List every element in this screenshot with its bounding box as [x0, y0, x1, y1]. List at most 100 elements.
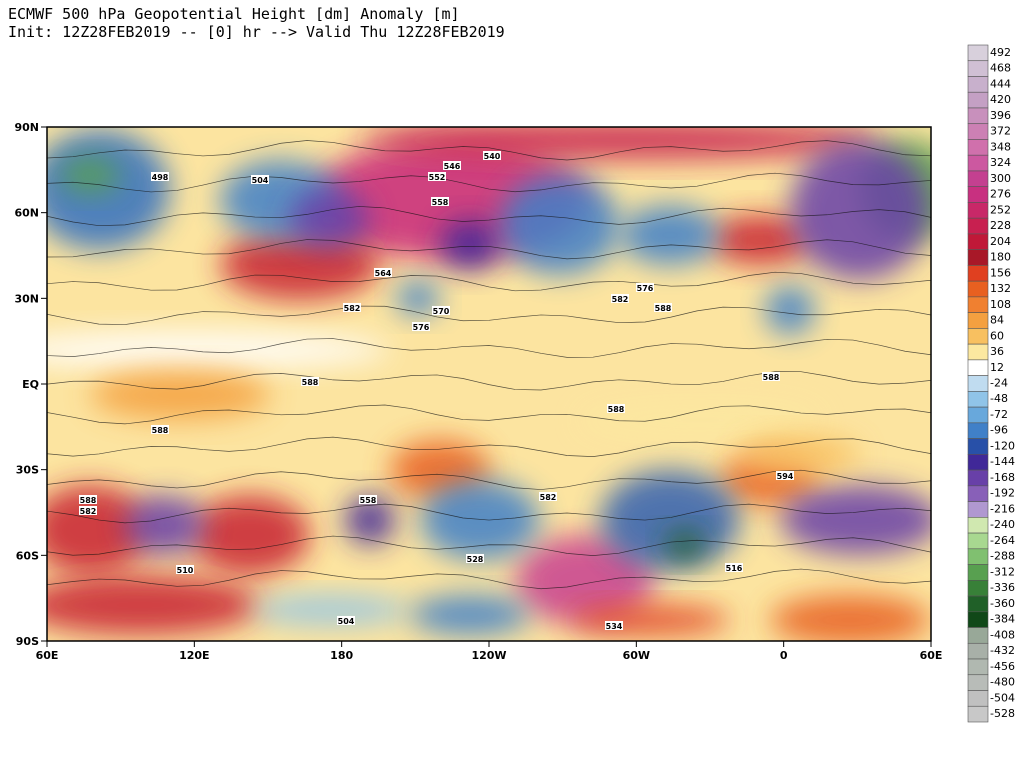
colorbar-label: -264: [990, 534, 1015, 547]
anomaly-shading: [250, 595, 410, 625]
colorbar-box: [967, 501, 989, 518]
contour-line: [47, 568, 931, 590]
lon-label: 60E: [920, 649, 943, 662]
colorbar-label: 84: [990, 314, 1004, 327]
anomaly-shading: [770, 595, 930, 641]
contour-label-bg: [343, 303, 361, 312]
colorbar-box: [967, 674, 989, 691]
colorbar-box: [967, 485, 989, 502]
contour-label-bg: [539, 492, 557, 501]
contour-label-bg: [428, 172, 446, 181]
anomaly-shading: [515, 535, 655, 625]
colorbar-box: [967, 249, 989, 266]
colorbar-label: 180: [990, 251, 1011, 264]
contour-line: [47, 338, 931, 358]
colorbar-box: [967, 627, 989, 644]
colorbar-label: -144: [990, 455, 1015, 468]
anomaly-shading: [620, 205, 720, 265]
contour-line: [47, 371, 931, 391]
colorbar-label: -456: [990, 660, 1015, 673]
contour-label-bg: [151, 425, 169, 434]
colorbar-label: -336: [990, 581, 1015, 594]
colorbar-box: [967, 705, 989, 723]
colorbar-box: [967, 76, 989, 93]
colorbar-label: 108: [990, 298, 1011, 311]
colorbar-box: [967, 107, 989, 125]
colorbar-label: -408: [990, 628, 1015, 641]
contour-label-bg: [443, 161, 461, 170]
colorbar-box: [967, 170, 989, 187]
lat-label: 30N: [14, 292, 39, 305]
contour-label-bg: [79, 506, 97, 515]
contour-label-bg: [607, 404, 625, 413]
colorbar-label: -216: [990, 502, 1015, 515]
colorbar-box: [967, 517, 989, 534]
colorbar-label: 468: [990, 62, 1011, 75]
contour-label: 588: [608, 405, 625, 414]
anomaly-shading: [47, 330, 390, 370]
colorbar-label: -528: [990, 707, 1015, 720]
anomaly-shading: [740, 435, 860, 475]
contour-label: 588: [655, 304, 672, 313]
contour-label: 516: [75, 651, 92, 660]
contour-line: [47, 535, 931, 556]
lat-label: 60S: [16, 549, 39, 562]
colorbar-label: -384: [990, 613, 1015, 626]
contour-label: 588: [80, 496, 97, 505]
contour-label: 582: [344, 304, 361, 313]
contour-label-bg: [654, 303, 672, 312]
contour-label: 588: [302, 378, 319, 387]
contour-line: [47, 271, 931, 292]
contour-label-bg: [611, 294, 629, 303]
contour-label: 558: [360, 496, 377, 505]
anomaly-shading: [710, 215, 810, 265]
contour-label-bg: [251, 175, 269, 184]
colorbar-box: [967, 60, 989, 77]
colorbar-box: [967, 391, 989, 408]
colorbar-box: [967, 265, 989, 282]
contour-label: 582: [80, 507, 97, 516]
anomaly-shading: [440, 220, 500, 270]
colorbar-label: -240: [990, 518, 1015, 531]
anomaly-shading: [290, 190, 370, 250]
colorbar-label: 12: [990, 361, 1004, 374]
colorbar-label: 372: [990, 125, 1011, 138]
colorbar-box: [967, 296, 989, 313]
contour-label-bg: [432, 306, 450, 315]
contour-label-bg: [176, 565, 194, 574]
anomaly-shading: [765, 285, 815, 335]
anomaly-shading: [125, 495, 205, 555]
colorbar-label: 276: [990, 188, 1011, 201]
colorbar-box: [967, 280, 989, 298]
lat-label: 60N: [14, 207, 39, 220]
anomaly-shading: [780, 485, 931, 555]
colorbar-box: [967, 217, 989, 235]
colorbar-label: 348: [990, 140, 1011, 153]
colorbar-label: -72: [990, 408, 1008, 421]
lat-label: 30S: [16, 464, 39, 477]
colorbar-box: [967, 580, 989, 597]
anomaly-shading: [790, 140, 930, 280]
contour-label-bg: [359, 495, 377, 504]
contour-label: 576: [413, 323, 430, 332]
lon-label: 60E: [36, 649, 59, 662]
lon-label: 60W: [623, 649, 650, 662]
contour-label-bg: [762, 372, 780, 381]
contour-label-bg: [374, 268, 392, 277]
contour-label: 534: [606, 622, 623, 631]
colorbar-box: [967, 328, 989, 345]
contour-line: [47, 436, 931, 457]
colorbar-box: [967, 564, 989, 581]
contour-label-bg: [431, 197, 449, 206]
colorbar-label: 228: [990, 219, 1011, 232]
contour-label: 582: [612, 295, 629, 304]
anomaly-shading: [396, 280, 440, 316]
colorbar-label: -480: [990, 676, 1015, 689]
colorbar-label: -24: [990, 377, 1008, 390]
colorbar-box: [967, 642, 989, 660]
lat-label: 90S: [16, 635, 39, 648]
anomaly-shading: [47, 485, 150, 575]
anomaly-shading: [600, 470, 740, 570]
colorbar-label: -504: [990, 691, 1015, 704]
